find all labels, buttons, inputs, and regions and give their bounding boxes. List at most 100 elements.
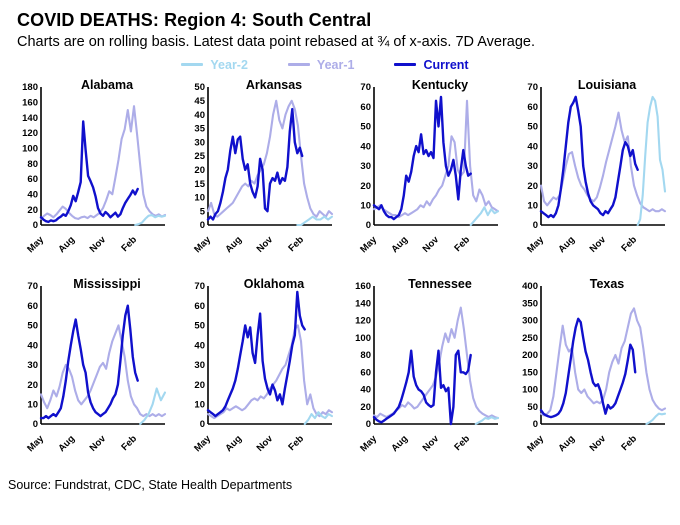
y-tick-label: 60 [361, 368, 372, 379]
series-year-1-line [206, 99, 333, 218]
y-tick-label: 20 [28, 205, 39, 216]
y-tick-label: 60 [527, 102, 538, 113]
y-tick-label: 50 [194, 82, 205, 93]
series-current-line [206, 290, 306, 418]
x-tick-label: Aug [556, 234, 577, 255]
series-year-1-line [40, 324, 167, 418]
y-tick-label: 30 [28, 360, 39, 371]
x-tick-label: Feb [453, 433, 473, 453]
legend-swatch-current [394, 63, 417, 66]
y-tick-label: 140 [355, 299, 371, 310]
y-tick-label: 40 [527, 141, 538, 152]
y-tick-label: 180 [22, 82, 38, 93]
y-tick-label: 35 [194, 124, 205, 135]
x-tick-label: May [525, 234, 546, 255]
y-tick-label: 30 [361, 161, 372, 172]
chart-title: Alabama [81, 78, 134, 92]
y-tick-label: 20 [361, 181, 372, 192]
y-tick-label: 0 [532, 220, 537, 231]
y-tick-label: 160 [355, 281, 371, 292]
y-tick-label: 40 [28, 190, 39, 201]
y-tick-label: 0 [33, 419, 38, 430]
legend-item-year-1: Year-1 [287, 58, 354, 72]
chart-kentucky: 0 10 20 30 40 50 60 70 May Aug Nov Feb Kentucky [344, 75, 504, 270]
y-tick-label: 0 [33, 220, 38, 231]
y-tick-label: 10 [361, 201, 372, 212]
y-tick-label: 60 [361, 102, 372, 113]
x-tick-label: May [26, 234, 47, 255]
x-tick-label: Feb [619, 234, 639, 254]
y-tick-label: 30 [194, 360, 205, 371]
y-tick-label: 45 [194, 96, 205, 107]
y-tick-label: 80 [361, 350, 372, 361]
y-tick-label: 0 [366, 220, 371, 231]
series-year-2-line [134, 213, 167, 227]
series-current-line [539, 317, 637, 419]
x-tick-label: Feb [120, 433, 140, 453]
x-tick-label: Aug [390, 433, 411, 454]
x-tick-label: Feb [286, 234, 306, 254]
x-tick-label: May [192, 234, 213, 255]
y-tick-label: 20 [194, 165, 205, 176]
y-tick-label: 150 [522, 368, 538, 379]
x-tick-label: May [525, 433, 546, 454]
series-year-2-line [474, 416, 500, 426]
y-tick-label: 120 [22, 128, 38, 139]
y-tick-label: 20 [527, 181, 538, 192]
legend-swatch-year-1 [287, 63, 310, 66]
y-tick-label: 40 [194, 340, 205, 351]
y-tick-label: 20 [361, 402, 372, 413]
x-tick-label: Nov [88, 433, 109, 454]
y-tick-label: 40 [194, 110, 205, 121]
legend-item-year-2: Year-2 [181, 58, 248, 72]
x-tick-label: Feb [619, 433, 639, 453]
legend-item-current: Current [394, 57, 469, 72]
legend-label-year-2: Year-2 [210, 57, 248, 72]
chart-arkansas-canvas: 0 5 10 15 20 25 30 35 40 45 50 May Aug Nov Feb Arkansas [192, 78, 333, 255]
y-tick-label: 60 [28, 174, 39, 185]
legend-label-current: Current [423, 57, 469, 72]
x-tick-label: Feb [120, 234, 140, 254]
y-tick-label: 10 [28, 400, 39, 411]
series-current-line [40, 304, 140, 420]
y-tick-label: 15 [194, 179, 205, 190]
series-year-2-line [469, 206, 500, 227]
y-tick-label: 70 [28, 281, 39, 292]
y-tick-label: 10 [194, 400, 205, 411]
x-tick-label: Nov [421, 234, 442, 255]
chart-title: Mississippi [74, 277, 141, 291]
series-current-line [373, 349, 473, 426]
x-tick-label: Nov [587, 234, 608, 255]
x-tick-label: Nov [254, 433, 275, 454]
x-tick-label: Feb [453, 234, 473, 254]
y-tick-label: 100 [522, 385, 538, 396]
chart-louisiana: 0 10 20 30 40 50 60 70 May Aug Nov Feb Louisiana [511, 75, 671, 270]
series-current-line [373, 95, 473, 221]
y-tick-label: 400 [522, 281, 538, 292]
y-tick-label: 40 [28, 340, 39, 351]
y-tick-label: 50 [527, 402, 538, 413]
y-tick-label: 50 [28, 321, 39, 332]
x-tick-label: Nov [421, 433, 442, 454]
y-tick-label: 50 [527, 122, 538, 133]
chart-texas: 0 50 100 150 200 250 300 350 400 May Aug Nov Feb Texa… [511, 274, 671, 469]
chart-title: Arkansas [246, 78, 302, 92]
y-tick-label: 70 [361, 82, 372, 93]
y-tick-label: 300 [522, 316, 538, 327]
y-tick-label: 100 [355, 333, 371, 344]
chart-title: Oklahoma [244, 277, 305, 291]
page-subtitle: Charts are on rolling basis. Latest data… [17, 34, 535, 50]
y-tick-label: 120 [355, 316, 371, 327]
x-tick-label: May [359, 433, 380, 454]
source-note: Source: Fundstrat, CDC, State Health Dep… [8, 478, 293, 492]
series-year-1-line [206, 324, 333, 420]
chart-title: Kentucky [412, 78, 468, 92]
x-tick-label: Nov [254, 234, 275, 255]
y-tick-label: 0 [199, 220, 204, 231]
page-title: COVID DEATHS: Region 4: South Central [17, 10, 372, 30]
chart-oklahoma-canvas: 0 10 20 30 40 50 60 70 May Aug Nov Feb Oklahoma [192, 277, 333, 454]
series-year-2-line [636, 95, 666, 227]
legend-swatch-year-2 [181, 63, 204, 66]
chart-tennessee-canvas: 0 20 40 60 80 100 120 140 160 May Aug Nov Feb Tenness… [355, 277, 500, 454]
series-year-2-line [645, 412, 666, 426]
